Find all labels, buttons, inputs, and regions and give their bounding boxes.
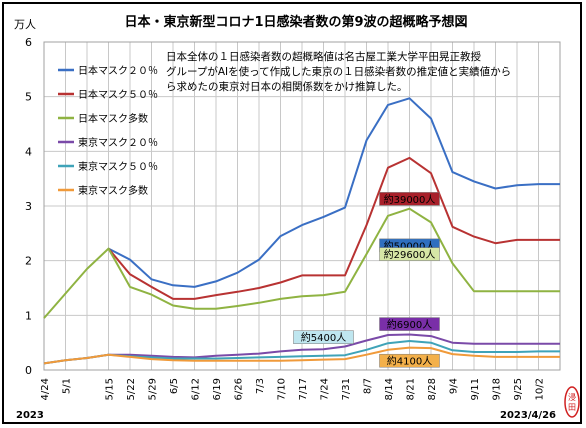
series-lines bbox=[43, 97, 560, 365]
x-tick-label: 7/10 bbox=[277, 378, 288, 400]
chart: 日本・東京新型コロナ1日感染者数の第9波の超概略予想図 万人 0 1 2 3 4 5 6 4… bbox=[14, 14, 580, 421]
stamp-oval bbox=[564, 386, 580, 418]
x-tick-label: 9/25 bbox=[513, 378, 524, 400]
note-line: グループがAIを使って作成した東京の１日感染者数の推定値と実績値から bbox=[166, 65, 511, 78]
x-tick-label: 7/17 bbox=[298, 378, 309, 400]
annotation-box bbox=[379, 192, 440, 206]
y-tick-label: 6 bbox=[25, 36, 32, 49]
annotation-box bbox=[379, 247, 440, 261]
series-line bbox=[43, 346, 560, 365]
annotation-box bbox=[379, 317, 440, 331]
note-line: ら求めたの東京対日本の相関係数をかけ推算した。 bbox=[166, 80, 408, 93]
annotation-label: 約4100人 bbox=[387, 355, 432, 368]
x-tick-labels: 4/24 5/1 5/15 5/22 5/29 6/5 6/12 6/19 6/26 7/3 7/1… bbox=[40, 378, 546, 400]
y-tick-label: 2 bbox=[25, 255, 32, 268]
footer-date: 2023/4/26 bbox=[500, 410, 556, 421]
grid bbox=[43, 41, 561, 371]
x-tick-label: 5/29 bbox=[148, 378, 159, 400]
legend-label: 東京マスク多数 bbox=[78, 184, 148, 197]
annotation-label: 約6900人 bbox=[387, 318, 432, 331]
x-tick-label: 6/19 bbox=[212, 378, 223, 400]
chart-title: 日本・東京新型コロナ1日感染者数の第9波の超概略予想図 bbox=[124, 14, 467, 30]
y-tick-label: 0 bbox=[25, 364, 32, 377]
x-tick-label: 7/31 bbox=[341, 378, 352, 400]
y-tick-label: 3 bbox=[25, 200, 32, 213]
legend-label: 日本マスク多数 bbox=[78, 112, 148, 125]
series-line bbox=[108, 97, 560, 288]
y-tick-labels: 0 1 2 3 4 5 6 bbox=[25, 36, 32, 377]
y-tick-label: 4 bbox=[25, 145, 32, 158]
legend-label: 東京マスク５０％ bbox=[78, 160, 158, 173]
series-line bbox=[43, 333, 560, 365]
note-text: 日本全体の１日感染者数の超概略値は名古屋工業大学平田晃正教授グループがAIを使っ… bbox=[166, 50, 511, 93]
x-tick-label: 8/21 bbox=[406, 378, 417, 400]
chart-frame: 日本・東京新型コロナ1日感染者数の第9波の超概略予想図 万人 0 1 2 3 4 5 6 4… bbox=[2, 2, 582, 424]
y-axis-label: 万人 bbox=[14, 18, 36, 31]
x-tick-label: 10/2 bbox=[535, 378, 546, 400]
annotation-label: 約5400人 bbox=[301, 331, 346, 344]
stamp-char-2: 田 bbox=[568, 403, 576, 412]
x-tick-label: 6/26 bbox=[234, 378, 245, 400]
legend-label: 日本マスク５０％ bbox=[78, 88, 158, 101]
footer-year: 2023 bbox=[16, 410, 44, 421]
y-tick-label: 1 bbox=[25, 309, 32, 322]
note-line: 日本全体の１日感染者数の超概略値は名古屋工業大学平田晃正教授 bbox=[166, 50, 481, 63]
x-tick-label: 7/3 bbox=[255, 378, 266, 394]
annotation-box bbox=[293, 330, 354, 344]
x-tick-label: 4/24 bbox=[40, 378, 51, 400]
x-tick-label: 6/5 bbox=[169, 378, 180, 394]
x-tick-label: 5/1 bbox=[62, 378, 73, 394]
annotation-box bbox=[379, 353, 440, 368]
legend-label: 日本マスク２０％ bbox=[78, 64, 158, 77]
x-tick-label: 5/22 bbox=[126, 378, 137, 400]
x-tick-label: 6/12 bbox=[191, 378, 202, 400]
stamp-char-1: 浸 bbox=[568, 393, 576, 402]
annotation-label: 約39000人 bbox=[384, 193, 436, 206]
x-tick-label: 8/28 bbox=[427, 378, 438, 400]
author-stamp: 浸 田 bbox=[564, 386, 580, 418]
y-tick-label: 5 bbox=[25, 91, 32, 104]
annotation-label: 約29600人 bbox=[384, 248, 436, 261]
x-tick-label: 8/7 bbox=[363, 378, 374, 394]
x-tick-label: 8/14 bbox=[384, 378, 395, 400]
x-tick-label: 9/4 bbox=[449, 378, 460, 394]
x-tick-label: 9/11 bbox=[470, 378, 481, 400]
legend-label: 東京マスク２０％ bbox=[78, 136, 158, 149]
series-line bbox=[43, 207, 560, 319]
x-tick-label: 9/18 bbox=[492, 378, 503, 400]
plot-area-border bbox=[43, 41, 561, 371]
x-tick-label: 5/15 bbox=[105, 378, 116, 400]
series-line bbox=[107, 156, 560, 300]
x-tick-label: 7/24 bbox=[320, 378, 331, 400]
